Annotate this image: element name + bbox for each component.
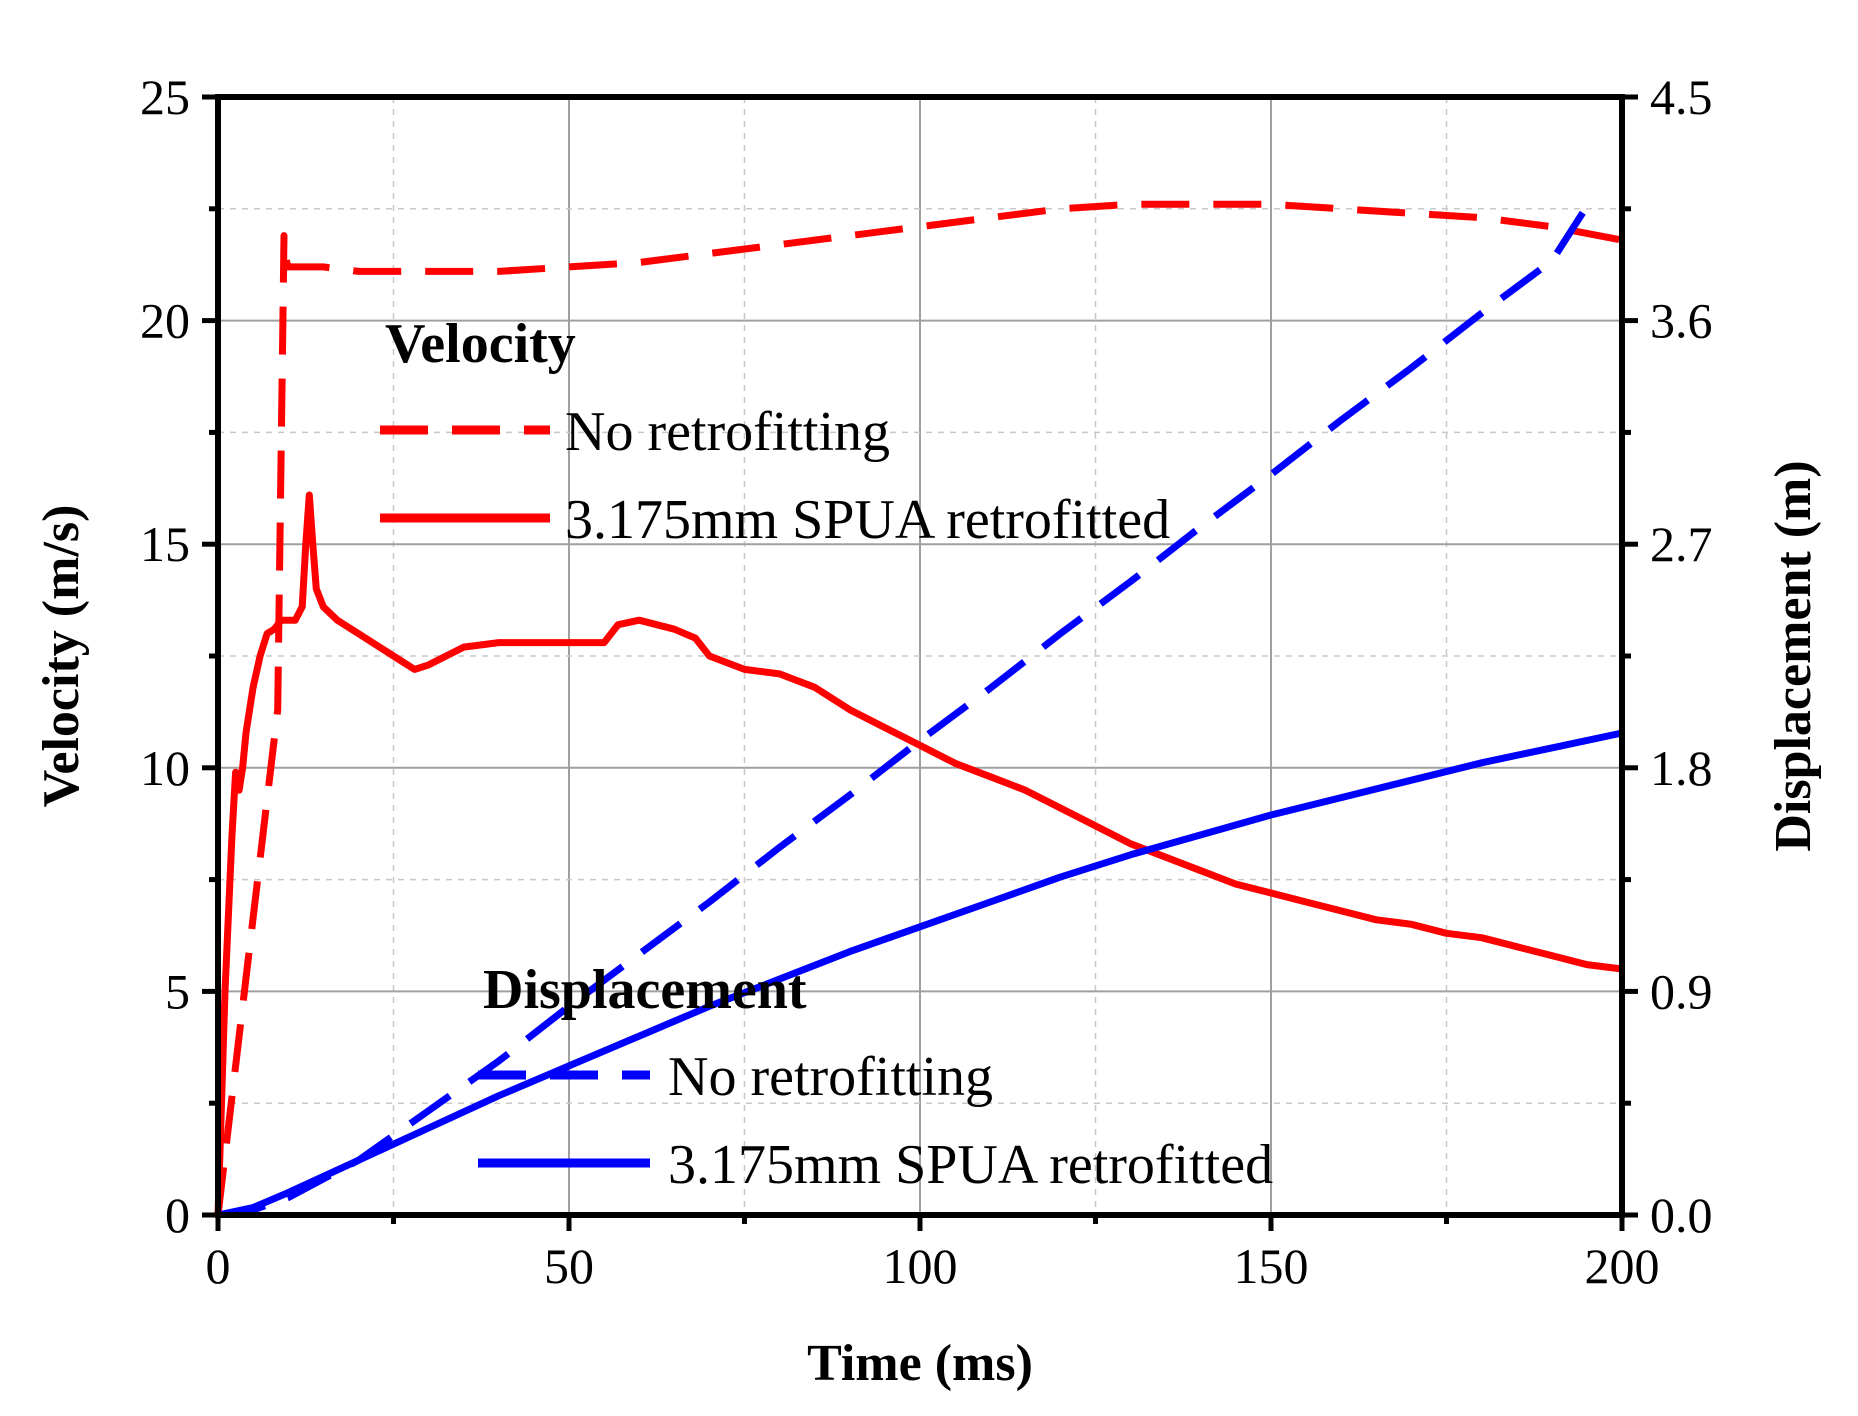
series-line-displacement-no-retrofitting <box>217 204 1590 1219</box>
y-tick-label: 20 <box>140 293 190 349</box>
x-tick-label: 150 <box>1234 1238 1309 1294</box>
y-tick-label: 15 <box>140 516 190 572</box>
y-tick-label: 10 <box>140 740 190 796</box>
y2-tick-label: 0.0 <box>1650 1187 1713 1243</box>
legend-velocity: Velocity No retrofitting 3.175mm SPUA re… <box>380 313 1170 551</box>
y-tick-label: 5 <box>165 963 190 1019</box>
legend-velocity-spua-label: 3.175mm SPUA retrofitted <box>565 489 1170 551</box>
series-layer <box>214 200 1623 1219</box>
series-line-displacement-3-175mm-spua-retrofitted <box>217 729 1623 1219</box>
y-tick-label: 0 <box>165 1187 190 1243</box>
y-axis-title: Velocity (m/s) <box>33 505 90 808</box>
x-axis-title: Time (ms) <box>807 1335 1033 1392</box>
legend-velocity-title: Velocity <box>385 313 576 375</box>
series-line-velocity-no-retrofitting <box>214 200 1623 1216</box>
y2-tick-label: 1.8 <box>1650 740 1713 796</box>
y2-tick-label: 3.6 <box>1650 293 1713 349</box>
x-tick-label: 100 <box>883 1238 958 1294</box>
ticks <box>202 94 1638 1231</box>
legend-displacement-no-retrofitting-label: No retrofitting <box>668 1046 993 1108</box>
tick-labels: 0 50 100 150 200 0 5 10 15 20 25 0.0 0.9 1.8 2.7 3.6 4.5 <box>140 69 1713 1294</box>
legend-displacement-title: Displacement <box>483 959 807 1021</box>
series-line-velocity-3-175mm-spua-retrofitted <box>214 491 1623 1216</box>
x-tick-label: 50 <box>544 1238 594 1294</box>
x-tick-label: 200 <box>1585 1238 1660 1294</box>
y-tick-label: 25 <box>140 69 190 125</box>
legend-displacement-spua-label: 3.175mm SPUA retrofitted <box>668 1134 1273 1196</box>
y2-axis-title: Displacement (m) <box>1765 460 1822 851</box>
legend-displacement: Displacement No retrofitting 3.175mm SPU… <box>478 959 1273 1196</box>
y2-tick-label: 0.9 <box>1650 963 1713 1019</box>
legend-velocity-no-retrofitting-label: No retrofitting <box>565 401 890 463</box>
y2-tick-label: 2.7 <box>1650 516 1713 572</box>
x-tick-label: 0 <box>206 1238 231 1294</box>
grid <box>218 97 1622 1215</box>
y2-tick-label: 4.5 <box>1650 69 1713 125</box>
